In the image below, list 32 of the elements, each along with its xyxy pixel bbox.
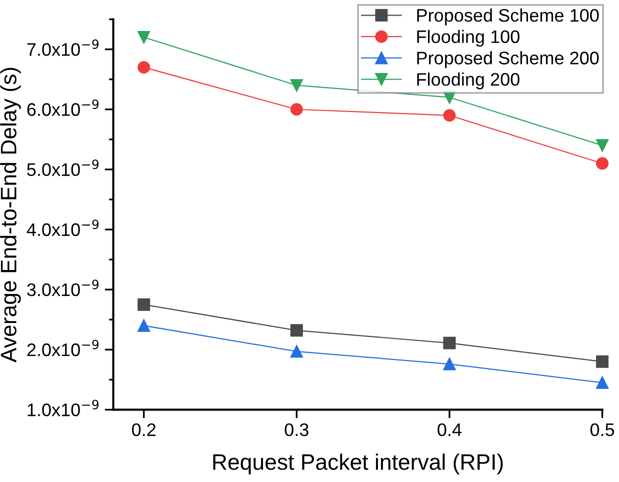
point	[596, 376, 609, 389]
point	[138, 298, 150, 311]
point	[138, 319, 150, 332]
legend-label: Proposed Scheme 200	[417, 51, 599, 68]
y-tick-label: 2.0x10$^{−9}$	[27, 340, 99, 356]
point	[138, 31, 150, 44]
y-tick-label: 4.0x10$^{−9}$	[26, 220, 99, 236]
y-tick-label: 1.0x10$^{−9}$	[28, 400, 99, 416]
y-tick-label: 6.0x10$^{−9}$	[27, 99, 99, 116]
y-tick-label: 3.0x10$^{−9}$	[27, 280, 99, 296]
point	[138, 61, 150, 74]
point	[596, 139, 609, 152]
x-axis-title: Request Packet interval (RPI)	[213, 454, 503, 474]
x-tick-label: 0.2	[132, 423, 156, 436]
point	[290, 345, 303, 358]
legend-label: Flooding 200	[417, 72, 520, 90]
x-tick-label: 0.4	[438, 423, 462, 436]
x-tick-label: 0.3	[284, 423, 308, 436]
y-axis-title: Average End-to-End Delay (s)	[0, 68, 21, 362]
point	[596, 355, 609, 368]
legend-label: Flooding 100	[417, 30, 520, 47]
point	[290, 103, 303, 116]
point	[443, 109, 456, 122]
point	[443, 358, 456, 370]
y-tick-label: 5.0x10$^{−9}$	[27, 160, 99, 176]
y-tick-label: 7.0x10$^{−9}$	[27, 39, 99, 56]
point	[290, 79, 303, 92]
point	[290, 324, 303, 337]
x-tick-label: 0.5	[590, 423, 614, 436]
legend-label: Proposed Scheme 100	[417, 8, 599, 26]
point	[596, 157, 609, 170]
point	[443, 336, 456, 350]
